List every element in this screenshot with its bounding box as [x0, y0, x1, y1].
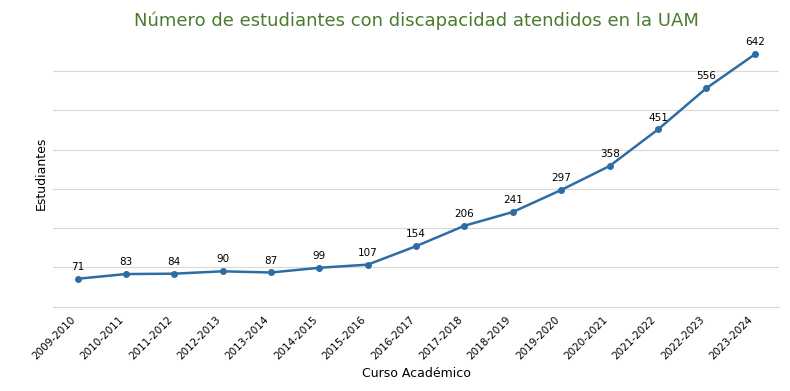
Text: 87: 87: [265, 256, 277, 265]
Text: 107: 107: [358, 248, 378, 258]
Text: 90: 90: [216, 255, 229, 264]
Text: 206: 206: [454, 209, 474, 219]
Text: 71: 71: [71, 262, 85, 272]
Text: 154: 154: [406, 229, 426, 239]
Text: 241: 241: [503, 195, 523, 205]
Text: 556: 556: [697, 71, 717, 81]
Text: 297: 297: [551, 173, 571, 183]
Y-axis label: Estudiantes: Estudiantes: [35, 136, 47, 210]
Title: Número de estudiantes con discapacidad atendidos en la UAM: Número de estudiantes con discapacidad a…: [134, 11, 698, 30]
Text: 84: 84: [167, 257, 181, 267]
Text: 83: 83: [119, 257, 133, 267]
Text: 358: 358: [600, 149, 619, 159]
X-axis label: Curso Académico: Curso Académico: [362, 367, 471, 380]
Text: 642: 642: [745, 38, 765, 47]
Text: 451: 451: [648, 113, 668, 122]
Text: 99: 99: [313, 251, 326, 261]
